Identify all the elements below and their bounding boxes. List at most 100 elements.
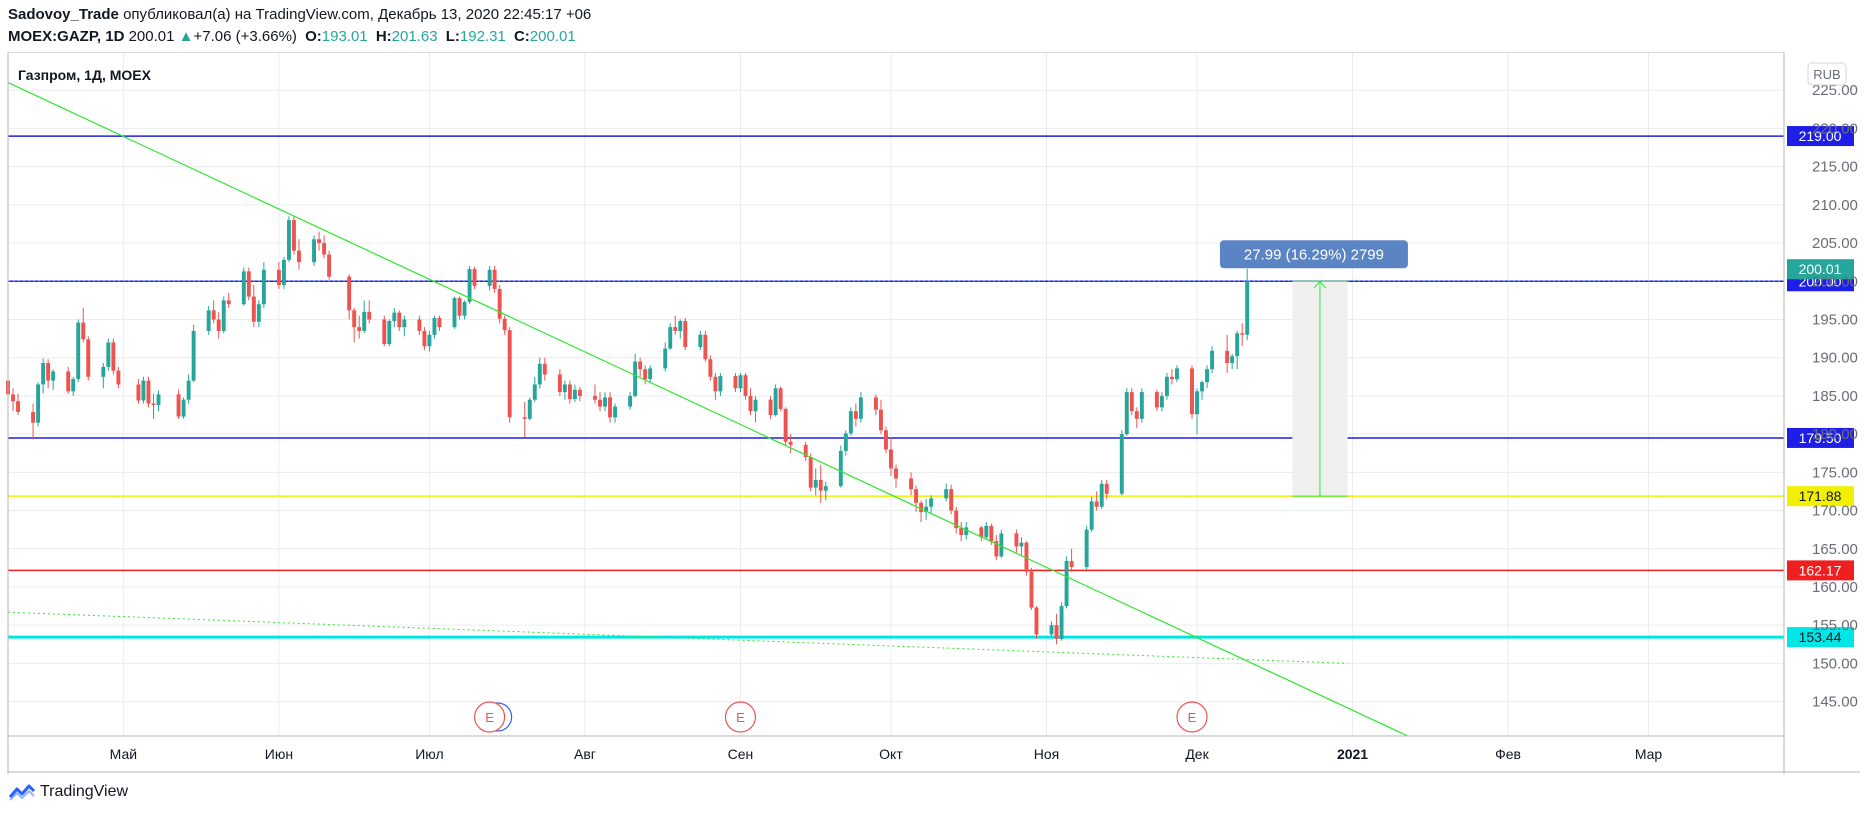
close-label: C: [513,28,530,45]
candle-body [984,525,989,538]
candle-body [954,510,959,529]
candle-body [1024,542,1029,572]
candle-body [562,384,567,393]
candle-body [101,366,106,377]
measure-tool: 27.99 (16.29%) 2799 [1219,240,1408,497]
price-level-tag [1787,126,1854,147]
trendlines [7,82,1408,737]
candle-body [919,502,924,513]
candle-body [186,380,191,400]
x-tick-label: 2021 [1337,746,1368,762]
candle-body [909,478,914,490]
candle-body [151,403,156,406]
candle-body [1139,392,1144,419]
open-label: O: [305,28,322,45]
candle-body [1200,382,1204,392]
candle-body [959,528,964,536]
author-name[interactable]: Sadovoy_Trade [8,6,119,23]
x-tick-label: Июн [265,746,293,762]
price-level-tag [1787,486,1854,507]
last-price-tag [1787,259,1854,280]
candle-body [297,250,301,263]
candle-body [181,399,186,417]
candle-body [673,327,678,331]
candle-body [1154,392,1159,408]
candle-body [748,395,753,412]
candle-body [281,259,286,286]
x-tick-label: Фев [1495,746,1521,762]
candle-body [1240,333,1245,335]
candle-body [1099,483,1104,507]
y-tick-label: 225.00 [1812,82,1858,99]
candle-body [944,489,949,499]
trendline [7,611,1348,664]
candle-body [929,498,934,507]
candle-body [1034,607,1039,635]
candle-body [71,379,76,392]
candle-body [678,321,683,331]
candle-body [261,269,266,305]
x-axis: Май Июн Июл Авг Сен Окт Ноя Дек 2021 Фев Мар [110,746,1663,762]
candle-body [818,479,823,491]
y-tick-label: 170.00 [1812,503,1858,520]
y-tick-label: 145.00 [1812,694,1858,711]
trendline [7,82,1408,737]
candle-body [116,370,121,385]
x-tick-label: Авг [574,746,596,762]
y-tick-label: 195.00 [1812,311,1858,328]
candle-body [843,433,848,451]
price-chart[interactable]: 219.00 200.00 179.50 171.88 162.17 153.44 200.… [0,52,1875,774]
candle-body [783,408,788,442]
candle-body [522,417,527,419]
low-label: L: [445,28,460,45]
candle-body [613,406,618,418]
x-tick-label: Дек [1185,746,1209,762]
candle-body [437,317,442,328]
candle-body [66,371,71,392]
candle-body [226,300,231,305]
candle-body [256,304,261,322]
price-level-tag [1787,627,1854,648]
high-value: 201.63 [391,28,438,45]
x-tick-label: Сен [728,746,754,762]
candle-body [838,450,843,487]
candle-body [462,301,467,316]
candle-body [492,269,497,289]
candle-body [603,397,607,407]
close-value: 200.01 [529,28,576,45]
candle-body [1084,529,1089,568]
y-tick-label: 185.00 [1812,388,1858,405]
candle-body [738,375,743,389]
candle-body [11,394,15,402]
candle-body [392,312,397,322]
high-label: H: [375,28,392,45]
candle-body [1054,625,1059,639]
candle-body [402,319,407,328]
x-tick-label: Мар [1635,746,1663,762]
candle-body [317,239,322,244]
candle-body [718,376,723,392]
tradingview-logo[interactable]: TradingView [8,783,128,801]
candle-body [788,441,793,445]
candle-body [357,327,362,331]
candle-body [292,220,296,251]
candle-body [427,334,432,347]
candle-body [527,399,532,419]
candle-body [768,399,773,416]
candle-body [327,254,332,277]
candle-body [241,271,246,305]
candle-body [31,411,36,423]
price-level-label: 179.50 [1799,430,1842,446]
candle-body [914,489,919,503]
chart-title: Газпром, 1Д, MOEX [18,67,152,83]
candle-body [878,409,883,431]
symbol-label: MOEX:GAZP, 1D [8,28,125,45]
measure-label-box [1219,240,1408,269]
candle-body [1029,571,1034,608]
candle-body [1059,606,1064,639]
candle-body [638,361,643,370]
currency-badge[interactable] [1807,62,1847,86]
candle-body [156,394,161,406]
candle-body [979,527,984,538]
y-tick-label: 190.00 [1812,350,1858,367]
